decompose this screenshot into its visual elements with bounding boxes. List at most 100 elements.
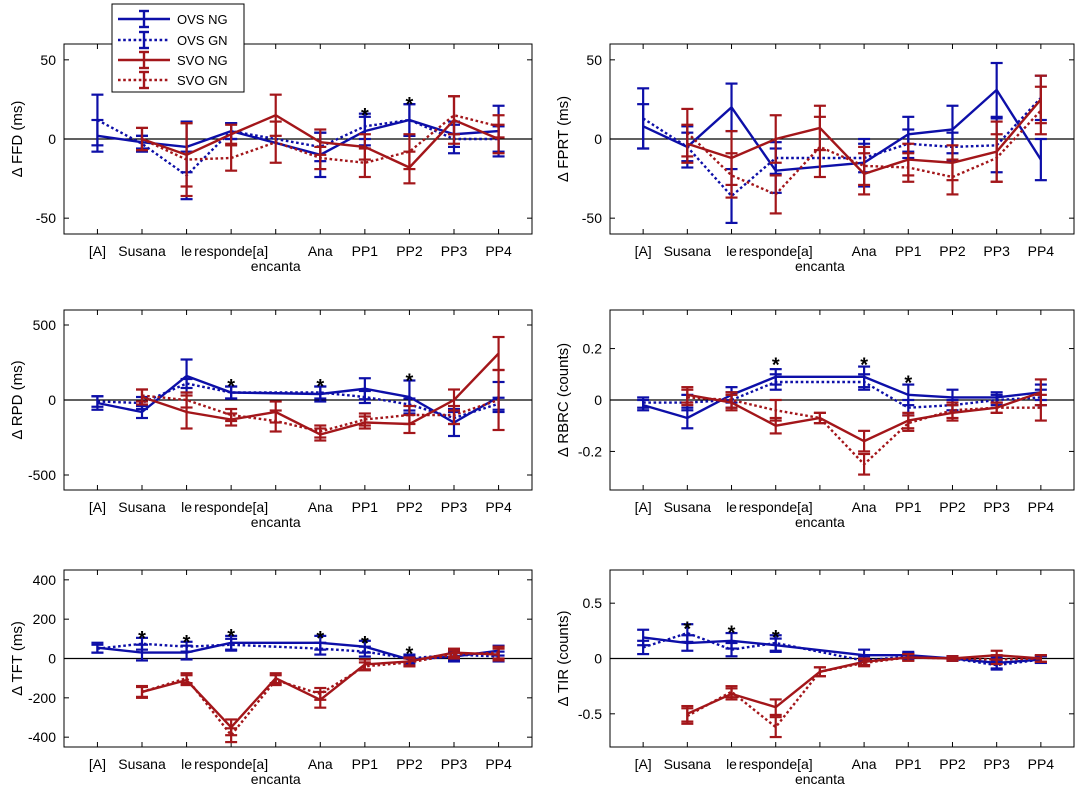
x-tick-label: Ana	[308, 756, 333, 772]
data-point	[225, 727, 238, 744]
x-tick-label: Ana	[308, 243, 333, 259]
x-tick-label: PP3	[983, 499, 1010, 515]
series-line	[686, 656, 1041, 729]
x-tick-label: encanta	[251, 771, 301, 787]
x-tick-label: PP2	[939, 756, 966, 772]
data-point	[314, 686, 327, 701]
x-tick-label: responde[a]	[739, 243, 813, 259]
y-tick-label: 50	[586, 52, 602, 68]
legend-entry-svo-ng: SVO NG	[118, 50, 228, 70]
y-axis-label: Δ FFD (ms)	[9, 101, 26, 178]
series-line	[686, 109, 1042, 196]
legend: OVS NG OVS GN SVO NG SVO GN	[111, 3, 245, 93]
data-point	[946, 158, 959, 196]
x-tick-label: [A]	[635, 243, 652, 259]
data-point	[403, 657, 416, 668]
data-point	[91, 395, 104, 408]
x-tick-label: le	[181, 756, 192, 772]
x-tick-label: PP2	[939, 499, 966, 515]
significance-star: *	[772, 627, 780, 649]
y-tick-label: -500	[28, 467, 56, 483]
data-point	[902, 152, 915, 183]
data-point	[180, 391, 193, 409]
data-point	[403, 133, 416, 171]
legend-label-svo-ng: SVO NG	[177, 53, 228, 68]
data-point	[358, 661, 371, 672]
data-point	[681, 707, 694, 725]
data-point	[136, 388, 148, 403]
data-point	[813, 666, 826, 678]
x-tick-label: responde[a]	[739, 499, 813, 515]
chart-panel-ffd: -50 0 50 [A] Susana le responde[a]encanta Ana PP…	[9, 43, 533, 274]
significance-star: *	[406, 371, 414, 393]
data-point	[492, 645, 505, 660]
x-tick-label: PP2	[396, 243, 423, 259]
y-tick-label: -0.5	[578, 706, 602, 722]
significance-star: *	[406, 644, 414, 666]
x-tick-label: PP4	[1028, 756, 1055, 772]
data-point	[358, 147, 371, 179]
x-tick-label: le	[726, 499, 737, 515]
series-ovs-gn	[91, 93, 505, 201]
data-point	[902, 414, 915, 432]
data-point	[225, 407, 238, 423]
y-axis-label: Δ TIR (counts)	[555, 611, 572, 707]
legend-label-ovs-gn: OVS GN	[177, 33, 228, 48]
chart-panel-fprt: -50 0 50 [A] Susana le responde[a]encanta Ana PP…	[555, 43, 1075, 274]
data-point	[180, 672, 193, 685]
x-tick-label: Ana	[308, 499, 333, 515]
x-tick-label: PP1	[895, 243, 922, 259]
legend-label-svo-gn: SVO GN	[177, 73, 228, 88]
legend-label-ovs-ng: OVS NG	[177, 12, 228, 27]
x-tick-label: PP3	[441, 243, 468, 259]
series-svo-gn	[136, 645, 505, 744]
x-tick-label: [A]	[89, 756, 106, 772]
series-ovs-ng	[91, 103, 505, 179]
significance-star: *	[183, 632, 191, 654]
data-point	[314, 385, 327, 400]
data-point	[681, 623, 694, 644]
x-tick-label: PP1	[352, 243, 379, 259]
y-tick-label: 400	[33, 572, 57, 588]
data-point	[180, 640, 193, 653]
series-ovs-gn	[91, 377, 505, 426]
x-tick-label: Susana	[118, 243, 166, 259]
x-tick-label: Susana	[664, 499, 712, 515]
y-tick-label: 0.2	[583, 341, 603, 357]
x-tick-label: PP3	[441, 499, 468, 515]
x-tick-label: Susana	[118, 499, 166, 515]
data-point	[637, 396, 650, 409]
data-point	[91, 643, 104, 654]
series-ovs-ng	[637, 61, 1047, 194]
significance-star: *	[406, 94, 414, 116]
data-point	[358, 412, 371, 427]
data-point	[448, 95, 460, 136]
x-tick-label: Ana	[852, 243, 877, 259]
data-point	[769, 373, 782, 391]
significance-star: *	[227, 626, 235, 648]
data-point	[858, 658, 871, 668]
data-point	[769, 174, 782, 215]
legend-entry-ovs-ng: OVS NG	[118, 9, 228, 29]
data-point	[492, 368, 505, 432]
data-point	[1034, 393, 1047, 422]
x-tick-label: PP1	[352, 499, 379, 515]
chart-panel-tft: -400 -200 0 200 400 [A] Susana le responde[a]enc…	[9, 569, 533, 787]
y-axis-label: Δ FPRT (ms)	[555, 96, 572, 182]
x-tick-label: PP4	[485, 243, 512, 259]
y-tick-label: 0	[594, 651, 602, 667]
data-point	[314, 145, 327, 171]
series-line	[642, 88, 1042, 172]
x-tick-label: [A]	[635, 756, 652, 772]
data-point	[448, 649, 460, 660]
y-tick-label: 500	[33, 317, 57, 333]
data-point	[990, 654, 1003, 666]
x-tick-label: le	[726, 243, 737, 259]
x-tick-label: PP1	[352, 756, 379, 772]
series-line	[97, 382, 499, 420]
data-point	[269, 409, 282, 433]
series-svo-gn	[136, 368, 505, 439]
x-tick-label: [A]	[89, 499, 106, 515]
significance-star: *	[860, 354, 868, 376]
